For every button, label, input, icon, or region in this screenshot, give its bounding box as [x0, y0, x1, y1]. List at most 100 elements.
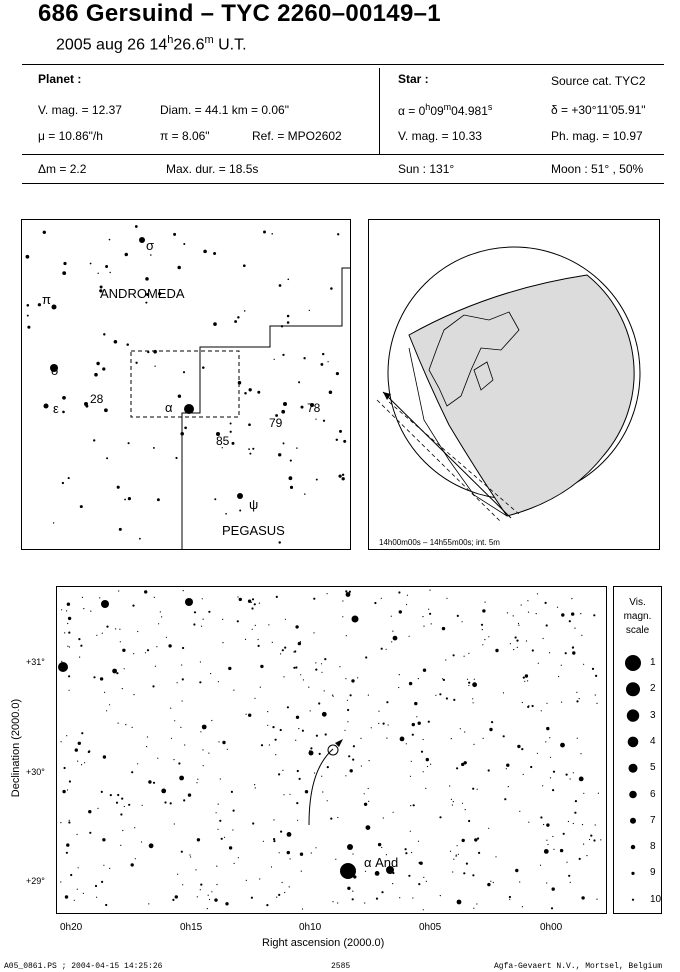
finder-star [67, 477, 70, 480]
field-star [187, 793, 192, 797]
field-star [342, 616, 344, 618]
field-star [452, 801, 454, 803]
field-star [412, 897, 414, 899]
field-star [549, 652, 551, 654]
finder-star [145, 277, 149, 281]
field-star [199, 889, 201, 891]
field-star [521, 748, 524, 751]
field-star [131, 771, 134, 774]
finder-star-bright [50, 364, 58, 372]
field-star [380, 597, 382, 599]
finder-star [231, 441, 235, 445]
field-star [161, 788, 167, 794]
finder-star [108, 238, 111, 241]
finder-star [62, 410, 65, 414]
field-star [560, 742, 565, 748]
field-star [537, 662, 539, 664]
globe-caption: 14h00m00s – 14h55m00s; int. 5m [379, 538, 500, 547]
field-star [309, 750, 311, 752]
field-star [121, 688, 123, 690]
field-star [146, 746, 148, 748]
field-star [364, 870, 367, 872]
field-star [222, 740, 226, 745]
field-star [296, 802, 299, 805]
field-star [297, 641, 302, 646]
field-star-bright [58, 662, 68, 672]
xtick-0h20: 0h20 [60, 922, 83, 933]
sigma-label: σ [146, 238, 155, 253]
finder-star [278, 541, 281, 544]
field-star [216, 865, 218, 867]
field-star [153, 596, 155, 598]
field-star [552, 770, 556, 773]
field-star [531, 649, 534, 652]
field-star [574, 800, 578, 803]
finder-star [321, 352, 325, 356]
field-star [476, 903, 478, 905]
field-star [182, 590, 184, 592]
planet-diameter: Diam. = 44.1 km = 0.06" [160, 103, 289, 117]
field-star [435, 694, 437, 696]
field-star [152, 685, 155, 688]
finder-star-bright [184, 404, 194, 414]
field-star [215, 812, 217, 814]
field-star [293, 666, 296, 669]
field-star [270, 866, 273, 868]
legend-title-3: scale [625, 625, 650, 636]
field-star [102, 838, 106, 842]
field-star [184, 744, 186, 746]
ytick-29: +29° [26, 876, 45, 886]
field-star [208, 898, 211, 901]
field-star [506, 763, 510, 767]
field-star [179, 775, 184, 781]
field-star [189, 854, 191, 856]
field-star [321, 671, 323, 673]
field-star [425, 757, 429, 762]
field-star [482, 644, 484, 646]
header-divider [379, 68, 380, 154]
field-star [293, 651, 295, 653]
field-star [430, 623, 432, 625]
field-star [77, 867, 79, 869]
finder-star-bright [283, 402, 287, 406]
field-star [236, 620, 239, 623]
finder-star [286, 314, 290, 318]
field-star [540, 710, 542, 712]
field-star [68, 646, 70, 648]
planet-heading: Planet : [38, 72, 82, 86]
field-star [576, 700, 579, 703]
field-star [193, 623, 196, 626]
field-star [206, 908, 208, 910]
field-star [461, 838, 465, 843]
field-star [583, 792, 585, 794]
field-star [182, 646, 185, 650]
field-star [482, 737, 484, 739]
field-star [267, 711, 269, 713]
field-star [451, 804, 453, 806]
field-star [173, 759, 175, 761]
field-star [280, 653, 282, 655]
globe-panel: 14h00m00s – 14h55m00s; int. 5m [368, 219, 660, 550]
track-arrow [335, 739, 343, 747]
field-star [427, 720, 430, 723]
field-star [81, 764, 83, 766]
field-star [225, 902, 229, 906]
field-star [76, 888, 78, 890]
field-star [464, 731, 466, 733]
field-star [386, 737, 388, 739]
field-star [594, 824, 596, 826]
finder-star [243, 310, 246, 312]
finder-star [94, 372, 98, 377]
magnitude-legend: Vis. magn. scale 1 2 3 4 5 6 7 8 9 10 [613, 586, 662, 914]
field-star [82, 892, 84, 894]
page-number: 2585 [331, 962, 351, 971]
finder-star [315, 478, 318, 481]
finder-star [85, 404, 89, 408]
field-star [398, 610, 402, 614]
field-star [259, 686, 261, 688]
field-star [390, 615, 392, 617]
field-star [315, 662, 317, 664]
field-star [296, 769, 299, 773]
field-star [512, 615, 514, 617]
field-star [417, 721, 421, 725]
